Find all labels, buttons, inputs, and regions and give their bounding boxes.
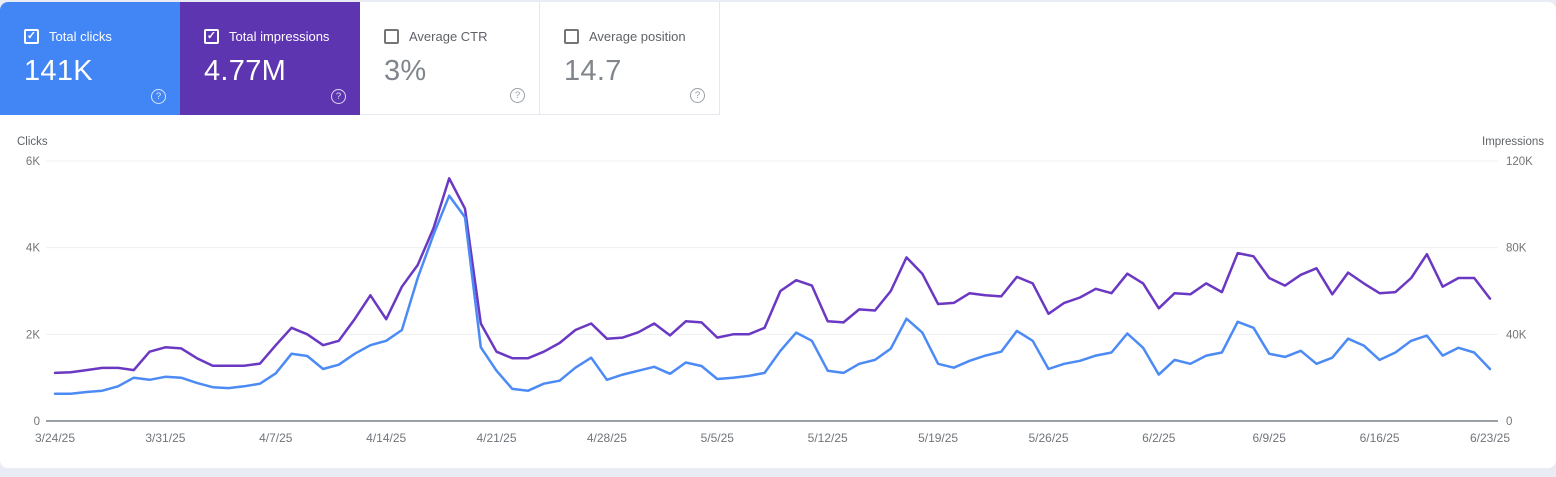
svg-text:0: 0 [34,416,40,428]
left-axis-title: Clicks [17,136,48,148]
average-ctr-label: Average CTR [409,29,488,44]
svg-text:4/7/25: 4/7/25 [259,431,293,445]
total-clicks-label: Total clicks [49,29,112,44]
metric-card-total-impressions[interactable]: ✓ Total impressions 4.77M ? [180,2,360,115]
total-impressions-checkbox[interactable]: ✓ [204,29,219,44]
svg-text:5/19/25: 5/19/25 [918,431,958,445]
metric-card-average-ctr[interactable]: Average CTR 3% ? [360,2,540,115]
help-icon[interactable]: ? [151,89,166,104]
average-position-checkbox[interactable] [564,29,579,44]
svg-text:80K: 80K [1506,243,1527,255]
metric-card-average-position[interactable]: Average position 14.7 ? [540,2,720,115]
svg-text:2K: 2K [26,329,40,341]
svg-text:6/16/25: 6/16/25 [1360,431,1400,445]
total-clicks-checkbox[interactable]: ✓ [24,29,39,44]
svg-text:6/2/25: 6/2/25 [1142,431,1176,445]
total-impressions-value: 4.77M [204,55,287,87]
svg-text:3/31/25: 3/31/25 [145,431,185,445]
svg-text:6/9/25: 6/9/25 [1253,431,1287,445]
svg-text:4K: 4K [26,243,40,255]
svg-text:40K: 40K [1506,329,1527,341]
average-ctr-checkbox[interactable] [384,29,399,44]
help-icon[interactable]: ? [510,88,525,103]
svg-text:6/23/25: 6/23/25 [1470,431,1510,445]
average-position-value: 14.7 [564,55,622,87]
right-axis-title: Impressions [1482,136,1544,148]
average-position-label: Average position [589,29,686,44]
total-clicks-value: 141K [24,55,93,87]
svg-text:0: 0 [1506,416,1512,428]
svg-text:5/26/25: 5/26/25 [1028,431,1068,445]
help-icon[interactable]: ? [331,89,346,104]
total-impressions-label: Total impressions [229,29,330,44]
svg-text:4/21/25: 4/21/25 [476,431,516,445]
svg-text:3/24/25: 3/24/25 [35,431,75,445]
average-ctr-value: 3% [384,55,427,87]
svg-text:120K: 120K [1506,156,1533,168]
metric-card-total-clicks[interactable]: ✓ Total clicks 141K ? [0,2,180,115]
svg-text:5/5/25: 5/5/25 [701,431,735,445]
svg-text:5/12/25: 5/12/25 [808,431,848,445]
svg-text:4/28/25: 4/28/25 [587,431,627,445]
metric-cards: ✓ Total clicks 141K ? ✓ Total impression… [0,2,720,115]
help-icon[interactable]: ? [690,88,705,103]
svg-text:6K: 6K [26,156,40,168]
svg-text:4/14/25: 4/14/25 [366,431,406,445]
